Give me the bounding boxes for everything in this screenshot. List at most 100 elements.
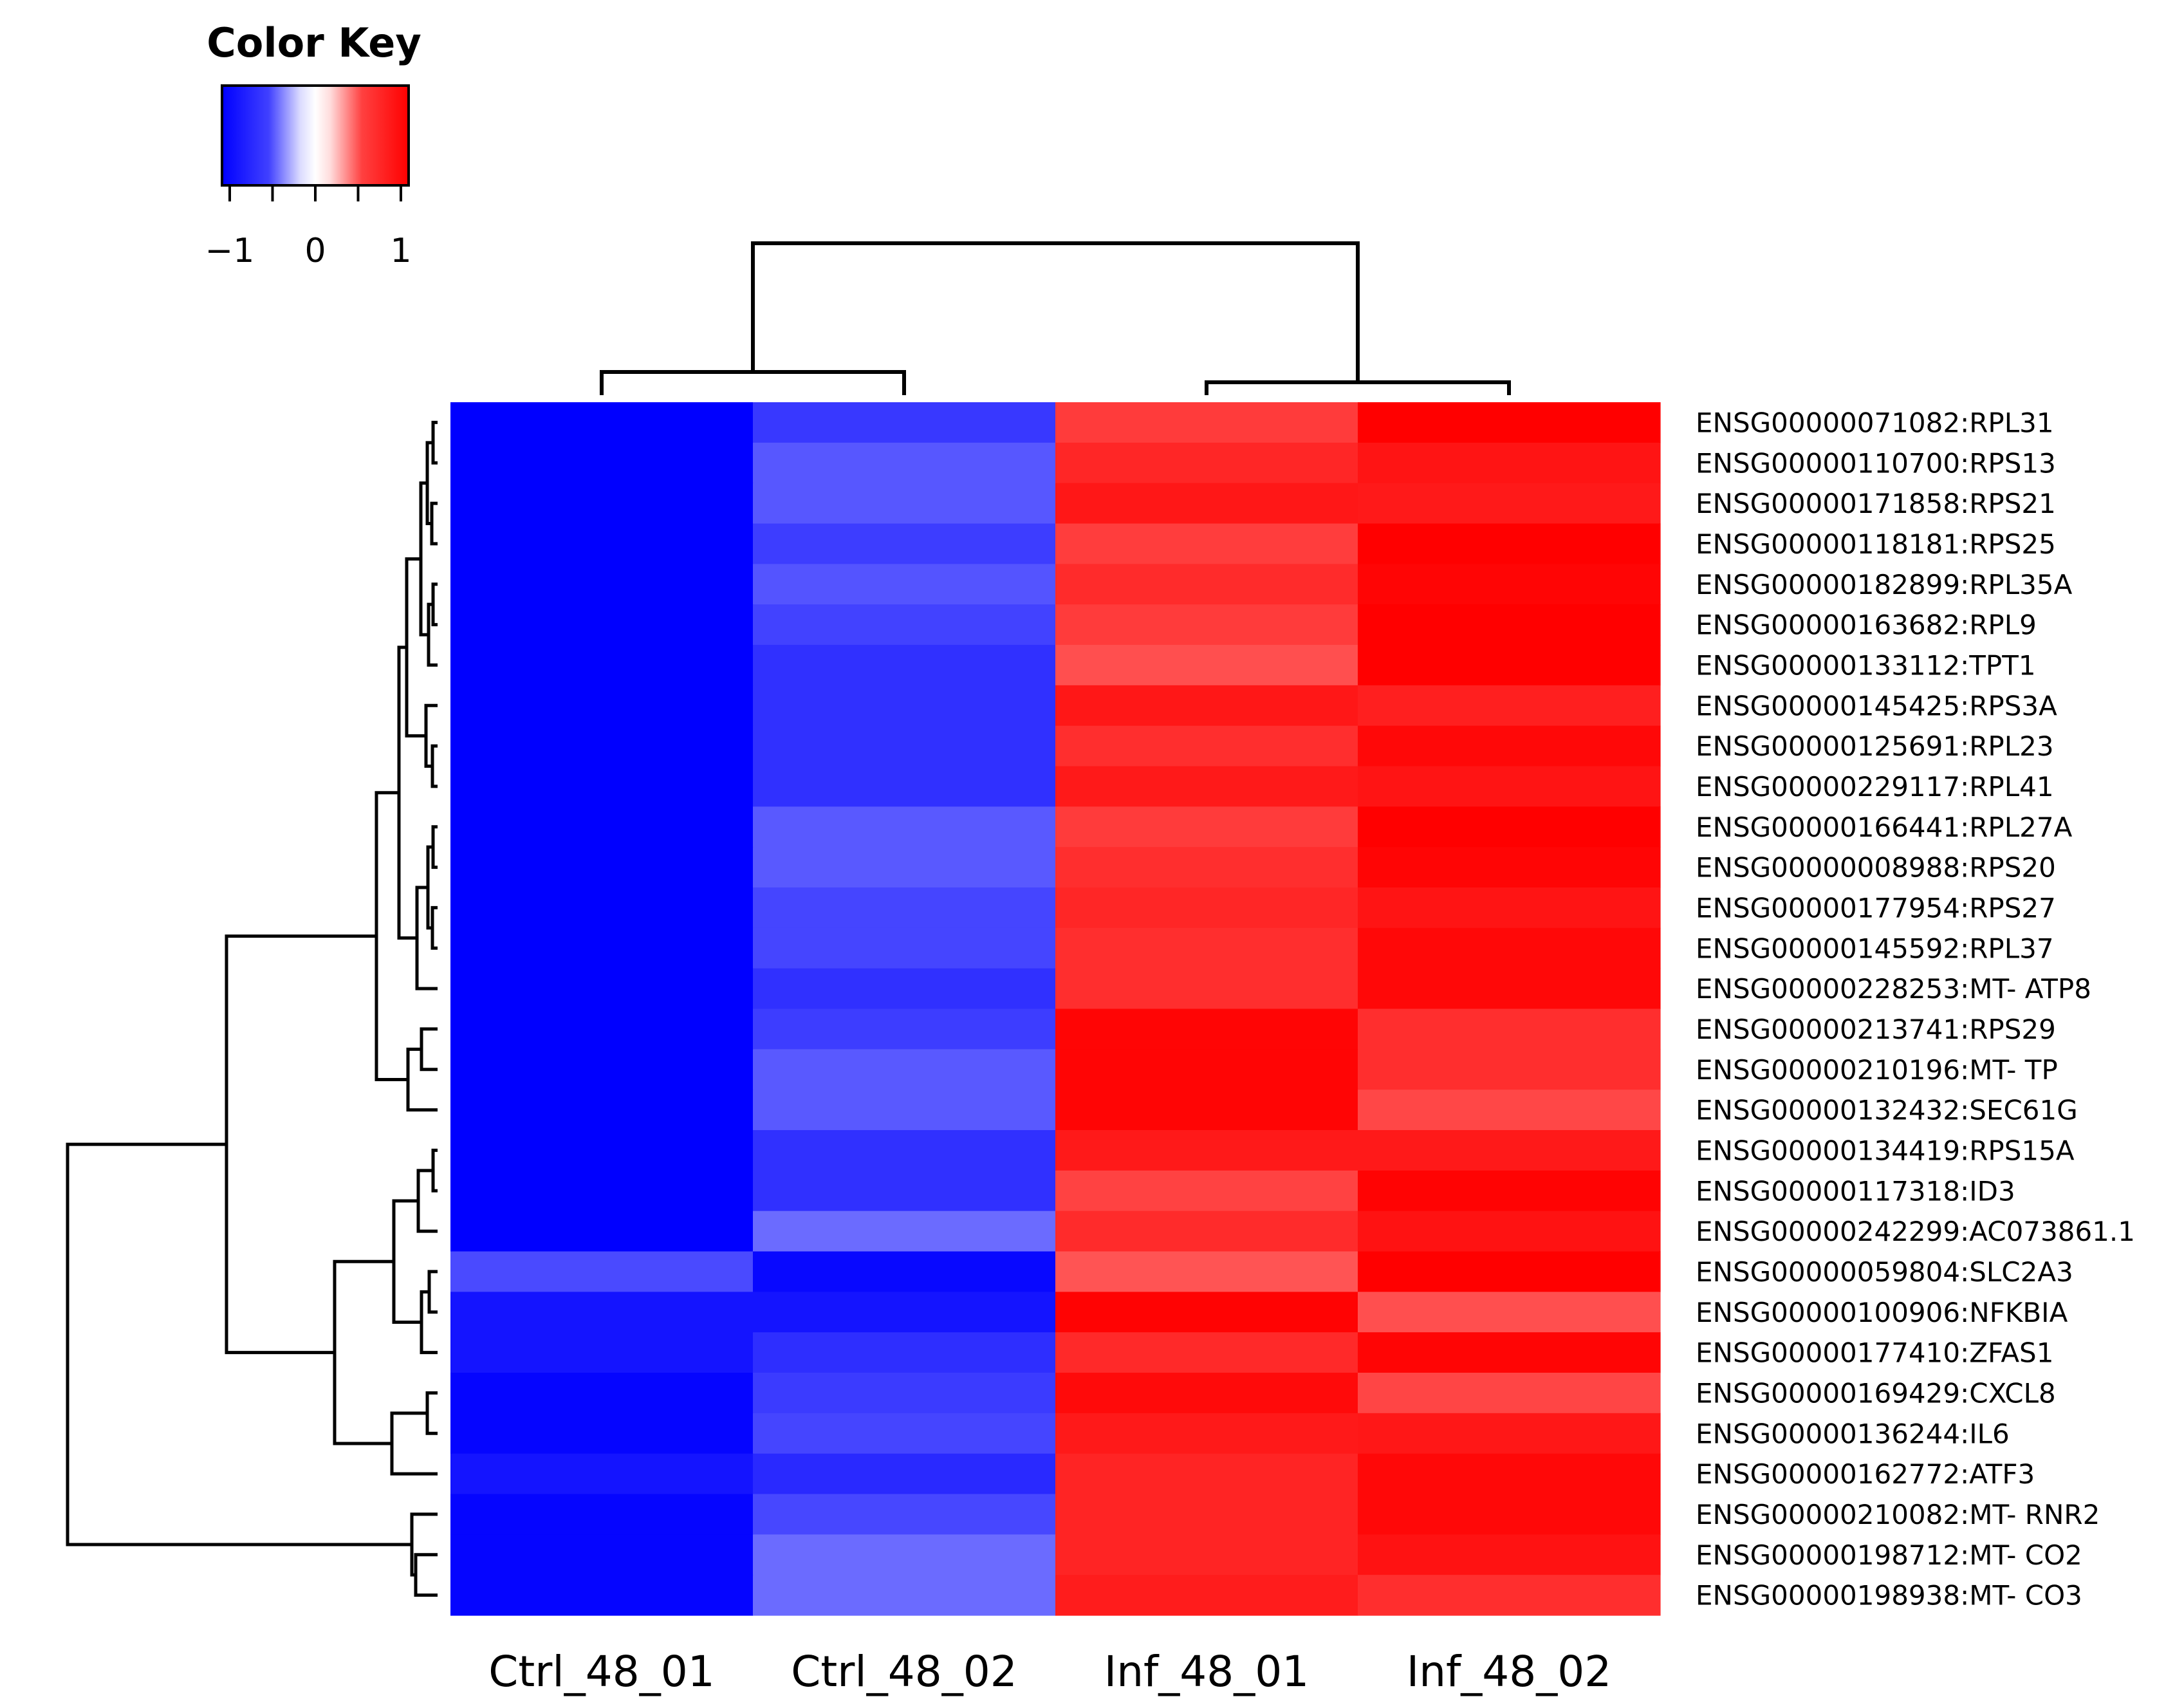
row-dendrogram-link — [431, 1148, 438, 1193]
heatmap-cell — [1358, 1251, 1661, 1292]
row-dendrogram-link — [420, 1027, 438, 1072]
row-dendrogram-link — [414, 1553, 438, 1597]
heatmap-cell — [450, 847, 754, 888]
row-dendrogram-link — [405, 557, 426, 738]
heatmap-cell — [1055, 1332, 1358, 1373]
heatmap-cell — [1055, 1534, 1358, 1575]
heatmap-cell — [450, 442, 754, 484]
heatmap-cell — [1055, 1008, 1358, 1050]
row-label: ENSG00000008988:RPS20 — [1696, 852, 2056, 884]
color-key-tick-label: 1 — [390, 232, 411, 270]
heatmap-cell — [753, 766, 1056, 807]
row-label: ENSG00000118181:RPS25 — [1696, 528, 2056, 560]
heatmap-cell — [753, 402, 1056, 443]
heatmap-cell — [1358, 685, 1661, 727]
row-label: ENSG00000145425:RPS3A — [1696, 690, 2057, 721]
color-key-tick-label: 0 — [304, 232, 326, 270]
column-label: Inf_48_02 — [1407, 1647, 1612, 1696]
heatmap-cell — [753, 564, 1056, 605]
heatmap-cell — [1055, 725, 1358, 767]
heatmap-cell — [1055, 1413, 1358, 1454]
row-dendrogram-link — [427, 1270, 438, 1314]
row-label: ENSG00000198938:MT- CO3 — [1696, 1580, 2082, 1611]
row-label: ENSG00000134419:RPS15A — [1696, 1135, 2075, 1166]
heatmap-cell — [1055, 645, 1358, 686]
heatmap-cell — [1358, 1008, 1661, 1050]
heatmap-cell — [450, 1494, 754, 1535]
row-label: ENSG00000198712:MT- CO2 — [1696, 1539, 2082, 1571]
heatmap-cell — [753, 1453, 1056, 1495]
color-key-tick-labels: −1 0 1 — [205, 232, 412, 270]
heatmap-cell — [753, 1090, 1056, 1131]
heatmap-cell — [753, 685, 1056, 727]
heatmap-cell — [1358, 1090, 1661, 1131]
heatmap-cell — [753, 523, 1056, 564]
column-labels: Ctrl_48_01 Ctrl_48_02 Inf_48_01 Inf_48_02 — [488, 1647, 1611, 1696]
row-dendrogram-link — [430, 744, 438, 788]
heatmap-cell — [1055, 1251, 1358, 1292]
heatmap-cell — [450, 887, 754, 929]
heatmap-cell — [450, 1534, 754, 1575]
heatmap-cell — [753, 1008, 1056, 1050]
heatmap-cell — [753, 1251, 1056, 1292]
heatmap-cell — [450, 725, 754, 767]
heatmap-cell — [1358, 564, 1661, 605]
heatmap-cell — [1055, 1453, 1358, 1495]
heatmap-cell — [1055, 523, 1358, 564]
heatmap-cell — [1055, 806, 1358, 848]
row-label: ENSG00000071082:RPL31 — [1696, 407, 2054, 438]
row-label: ENSG00000229117:RPL41 — [1696, 771, 2054, 803]
heatmap-cell — [1358, 1211, 1661, 1252]
row-dendrogram-link — [390, 1411, 438, 1476]
heatmap-cell — [450, 523, 754, 564]
heatmap-cell — [1358, 725, 1661, 767]
row-labels: ENSG00000071082:RPL31 ENSG00000110700:RPS… — [1696, 407, 2135, 1611]
row-dendrogram-link — [431, 825, 438, 869]
color-key-gradient — [221, 84, 410, 187]
heatmap-cell — [1358, 483, 1661, 525]
heatmap-cell — [1358, 1170, 1661, 1212]
heatmap-cell — [753, 1130, 1056, 1171]
heatmap-cell — [1358, 1292, 1661, 1333]
heatmap-cell — [450, 564, 754, 605]
heatmap-cell — [1358, 402, 1661, 443]
heatmap-cell — [1358, 927, 1661, 969]
heatmap-cell — [1358, 1534, 1661, 1575]
heatmap-cell — [753, 1211, 1056, 1252]
heatmap-cell — [450, 1413, 754, 1454]
heatmap-cell — [1055, 1494, 1358, 1535]
heatmap-cell — [1358, 1453, 1661, 1495]
row-label: ENSG00000163682:RPL9 — [1696, 609, 2037, 641]
row-label: ENSG00000117318:ID3 — [1696, 1175, 2015, 1207]
heatmap-cell — [1358, 1413, 1661, 1454]
row-dendrogram-link — [430, 501, 438, 546]
column-dendrogram — [600, 241, 1511, 395]
heatmap-cell — [1358, 1332, 1661, 1373]
heatmap-cell — [1055, 968, 1358, 1010]
heatmap-cell — [1055, 927, 1358, 969]
heatmap-cell — [1358, 887, 1661, 929]
heatmap-cell — [1358, 442, 1661, 484]
row-dendrogram-link — [66, 1142, 412, 1546]
heatmap-cell — [753, 442, 1056, 484]
heatmap-cell — [450, 766, 754, 807]
heatmap-cell — [450, 604, 754, 645]
heatmap-cell — [1055, 685, 1358, 727]
heatmap-cell — [1055, 1211, 1358, 1252]
row-label: ENSG00000133112:TPT1 — [1696, 649, 2036, 681]
row-label: ENSG00000171858:RPS21 — [1696, 488, 2056, 519]
heatmap-cell — [450, 1049, 754, 1090]
heatmap-cell — [450, 968, 754, 1010]
heatmap-cell — [753, 1170, 1056, 1212]
heatmap-cell — [450, 685, 754, 727]
heatmap-cell — [1055, 402, 1358, 443]
heatmap-cells — [450, 402, 1661, 1616]
heatmap-cell — [450, 1292, 754, 1333]
row-dendrogram-link — [431, 420, 438, 465]
color-key: Color Key −1 0 1 — [205, 19, 421, 270]
heatmap-cell — [1055, 847, 1358, 888]
heatmap-cell — [1055, 766, 1358, 807]
heatmap-cell — [753, 847, 1056, 888]
